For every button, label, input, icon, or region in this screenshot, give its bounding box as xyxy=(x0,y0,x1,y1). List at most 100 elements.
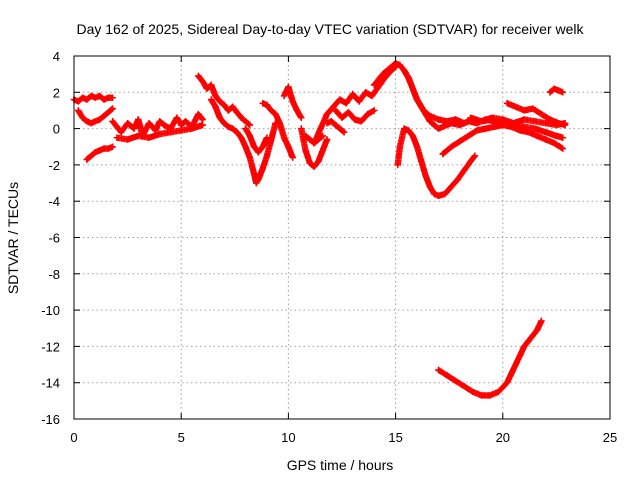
data-point xyxy=(319,147,326,154)
data-point xyxy=(246,132,253,140)
data-point xyxy=(461,167,468,174)
data-point xyxy=(124,120,131,127)
data-point xyxy=(371,107,378,114)
data-point xyxy=(448,120,455,127)
data-point xyxy=(208,96,215,103)
series-track-18 xyxy=(401,67,506,132)
axis-ticks: 0 5 10 15 20 25 -16 -14 -12 -10 -8 -6 -4 -2 0 2 4 xyxy=(41,49,617,445)
series-track-16 xyxy=(332,107,378,125)
data-point xyxy=(285,143,292,150)
data-point xyxy=(435,125,442,132)
data-point xyxy=(435,366,442,374)
data-point xyxy=(156,130,163,138)
data-point xyxy=(486,392,494,399)
data-point xyxy=(559,134,566,141)
data-point xyxy=(409,85,416,92)
data-point xyxy=(306,159,313,167)
data-point xyxy=(413,96,421,103)
data-point xyxy=(173,114,181,121)
series-track-12 xyxy=(298,125,331,170)
data-point xyxy=(469,388,476,395)
data-point xyxy=(538,317,545,325)
data-point xyxy=(551,85,558,92)
data-point xyxy=(109,118,116,125)
data-point xyxy=(238,114,245,121)
data-point xyxy=(546,116,554,123)
y-tick-label: -16 xyxy=(41,412,60,427)
data-point xyxy=(280,134,288,141)
data-point xyxy=(229,103,236,110)
data-point xyxy=(521,107,528,114)
data-point xyxy=(225,123,232,130)
data-point xyxy=(401,67,408,74)
x-tick-label: 25 xyxy=(603,430,617,445)
data-point xyxy=(246,154,253,161)
data-point xyxy=(280,92,288,100)
data-point xyxy=(516,352,524,359)
data-point xyxy=(553,132,560,140)
data-point xyxy=(542,120,549,127)
data-point xyxy=(263,134,271,141)
data-point xyxy=(409,132,416,140)
data-point xyxy=(246,121,253,129)
data-point xyxy=(259,143,266,150)
y-tick-label: -4 xyxy=(48,194,60,209)
y-tick-label: -2 xyxy=(48,158,60,173)
data-point xyxy=(195,110,202,118)
data-point xyxy=(145,120,153,127)
data-point xyxy=(145,134,153,141)
data-point xyxy=(96,147,103,154)
data-point xyxy=(302,132,309,140)
data-point xyxy=(319,132,326,140)
data-point xyxy=(199,116,206,123)
data-point xyxy=(75,98,82,105)
data-point xyxy=(488,116,496,123)
data-point xyxy=(471,152,479,159)
data-point xyxy=(289,154,296,161)
data-point xyxy=(79,114,86,121)
x-tick-label: 10 xyxy=(281,430,295,445)
data-point xyxy=(559,145,566,152)
data-point xyxy=(178,121,185,129)
data-point xyxy=(199,78,206,85)
data-point xyxy=(75,107,82,114)
y-tick-label: 4 xyxy=(53,49,60,64)
data-point xyxy=(109,143,116,150)
data-point xyxy=(332,121,339,129)
x-tick-label: 5 xyxy=(178,430,185,445)
data-point xyxy=(83,156,91,163)
data-point xyxy=(456,121,464,129)
data-point xyxy=(285,83,292,91)
data-point xyxy=(96,92,103,100)
series-track-24 xyxy=(435,317,545,399)
series-track-23 xyxy=(546,85,566,96)
data-point xyxy=(379,71,386,78)
data-point xyxy=(418,158,425,165)
data-point xyxy=(529,332,536,339)
data-point xyxy=(328,118,335,125)
data-point xyxy=(124,136,131,143)
data-point xyxy=(465,118,472,125)
data-point xyxy=(542,136,549,143)
data-point xyxy=(561,121,569,129)
series-track-19 xyxy=(394,125,479,199)
data-point xyxy=(351,116,359,123)
data-point xyxy=(255,176,262,183)
data-point xyxy=(413,143,421,150)
data-point xyxy=(456,138,464,145)
series-track-11 xyxy=(280,83,305,121)
data-point xyxy=(533,132,541,140)
data-point xyxy=(100,112,108,120)
data-point xyxy=(250,170,258,178)
data-point xyxy=(92,94,99,101)
data-point xyxy=(396,61,404,69)
data-point xyxy=(435,192,442,199)
data-point xyxy=(88,92,95,100)
data-point xyxy=(454,176,461,183)
data-point xyxy=(478,118,485,125)
data-point xyxy=(92,149,99,156)
data-point xyxy=(182,118,189,125)
series-track-02 xyxy=(75,105,116,127)
y-tick-label: -6 xyxy=(48,231,60,246)
data-point xyxy=(160,121,168,129)
